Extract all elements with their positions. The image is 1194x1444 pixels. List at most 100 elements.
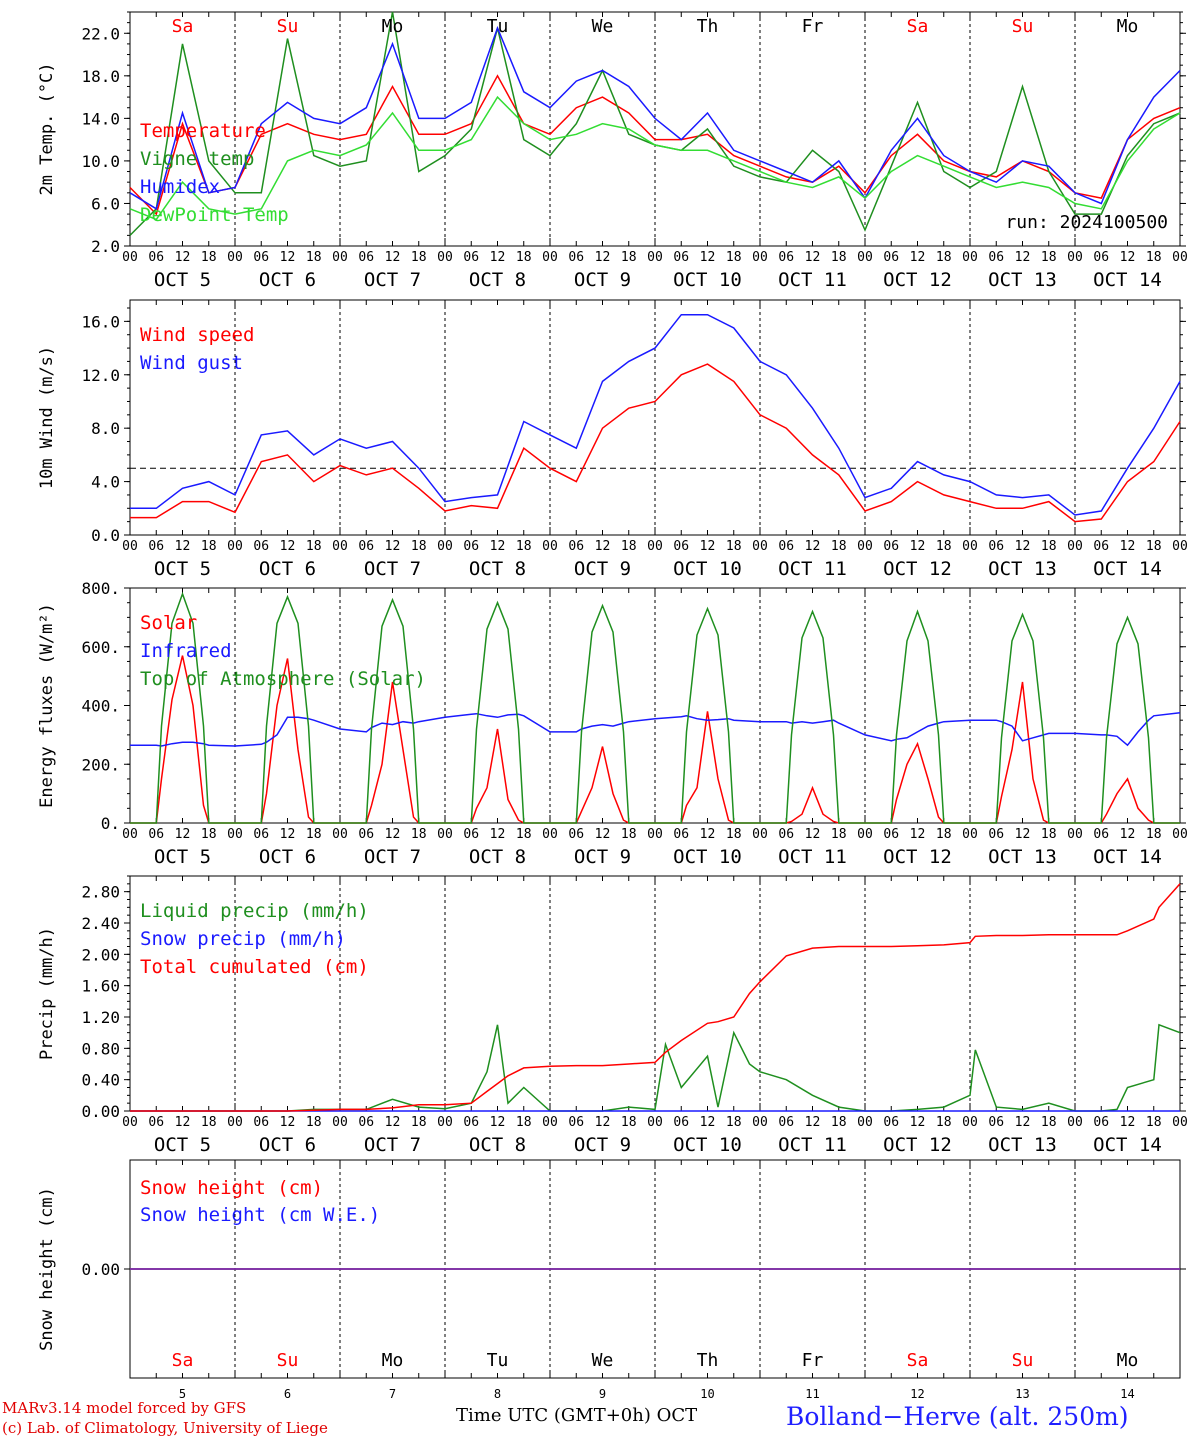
hour-tick-label: 18 [1146,539,1162,554]
hour-tick-label: 06 [568,827,584,842]
hour-tick-label: 12 [805,539,821,554]
day-number-label: 14 [1120,1387,1134,1401]
hour-tick-label: 06 [778,1115,794,1130]
date-label: OCT 12 [883,1134,952,1156]
legend-entry: Snow height (cm W.E.) [140,1204,380,1226]
hour-tick-label: 18 [516,827,532,842]
y-tick-label: 200. [81,755,120,774]
date-label: OCT 14 [1093,1134,1162,1156]
date-label: OCT 5 [154,558,211,580]
day-number-label: 9 [599,1387,606,1401]
hour-tick-label: 06 [883,1115,899,1130]
hour-tick-label: 18 [831,1115,847,1130]
hour-tick-label: 00 [752,250,768,265]
model-credit: MARv3.14 model forced by GFS [2,1399,247,1417]
hour-tick-label: 18 [1041,539,1057,554]
hour-tick-label: 12 [595,539,611,554]
hour-tick-label: 00 [437,539,453,554]
hour-tick-label: 00 [752,827,768,842]
hour-tick-label: 12 [700,539,716,554]
hour-tick-label: 18 [516,1115,532,1130]
hour-tick-label: 18 [306,1115,322,1130]
hour-tick-label: 00 [437,1115,453,1130]
hour-tick-label: 00 [227,250,243,265]
y-axis-title: Precip (mm/h) [37,927,57,1060]
date-label: OCT 14 [1093,846,1162,868]
hour-tick-label: 18 [201,539,217,554]
y-tick-label: 2.00 [81,945,120,964]
hour-tick-label: 18 [306,827,322,842]
hour-tick-label: 12 [700,1115,716,1130]
y-tick-label: 0.00 [81,1260,120,1279]
date-label: OCT 14 [1093,269,1162,291]
hour-tick-label: 00 [1172,250,1188,265]
y-axis-title: Snow height (cm) [37,1187,57,1351]
hour-tick-label: 00 [857,539,873,554]
weekday-label: Sa [907,16,929,37]
hour-tick-label: 00 [647,1115,663,1130]
y-tick-label: 14.0 [81,109,120,128]
y-tick-label: 1.60 [81,977,120,996]
x-axis-title: Time UTC (GMT+0h) OCT [456,1405,697,1426]
hour-tick-label: 00 [437,250,453,265]
hour-tick-label: 00 [962,827,978,842]
hour-tick-label: 18 [306,250,322,265]
hour-tick-label: 00 [122,827,138,842]
date-label: OCT 13 [988,558,1057,580]
hour-tick-label: 12 [280,250,296,265]
hour-tick-label: 06 [988,1115,1004,1130]
hour-tick-label: 18 [936,539,952,554]
hour-tick-label: 18 [411,539,427,554]
series-line [130,313,1181,516]
hour-tick-label: 18 [411,827,427,842]
hour-tick-label: 06 [358,827,374,842]
y-tick-label: 0.0 [91,526,120,545]
hour-tick-label: 06 [358,250,374,265]
legend-entry: Vigne temp [140,148,254,170]
date-label: OCT 10 [673,1134,742,1156]
hour-tick-label: 06 [463,827,479,842]
hour-tick-label: 06 [1093,1115,1109,1130]
hour-tick-label: 12 [1015,1115,1031,1130]
weekday-label: Sa [172,1350,194,1371]
legend-entry: Snow height (cm) [140,1177,323,1199]
hour-tick-label: 06 [988,250,1004,265]
hour-tick-label: 00 [1067,827,1083,842]
y-tick-label: 0. [101,814,120,833]
hour-tick-label: 12 [385,1115,401,1130]
hour-tick-label: 18 [1146,1115,1162,1130]
hour-tick-label: 06 [148,827,164,842]
y-tick-label: 1.20 [81,1008,120,1027]
hour-tick-label: 18 [936,250,952,265]
hour-tick-label: 06 [988,827,1004,842]
hour-tick-label: 12 [490,250,506,265]
y-tick-label: 400. [81,697,120,716]
hour-tick-label: 18 [411,250,427,265]
x-axis-label: Time UTC (GMT+0h) [456,1405,651,1426]
hour-tick-label: 12 [280,539,296,554]
hour-tick-label: 12 [175,250,191,265]
hour-tick-label: 12 [1015,827,1031,842]
hour-tick-label: 12 [910,827,926,842]
hour-tick-label: 00 [962,539,978,554]
hour-tick-label: 06 [1093,827,1109,842]
date-label: OCT 7 [364,558,421,580]
weekday-label: We [592,16,614,37]
hour-tick-label: 00 [122,1115,138,1130]
y-tick-label: 0.80 [81,1039,120,1058]
date-label: OCT 8 [469,1134,526,1156]
hour-tick-label: 12 [910,250,926,265]
series-line [130,883,1181,1112]
hour-tick-label: 12 [805,1115,821,1130]
hour-tick-label: 06 [148,250,164,265]
weekday-label: Su [277,1350,299,1371]
hour-tick-label: 06 [1093,539,1109,554]
weekday-label: Su [1012,16,1034,37]
series-line [129,25,1181,210]
legend-entry: Temperature [140,120,266,142]
hour-tick-label: 00 [542,1115,558,1130]
hour-tick-label: 18 [831,827,847,842]
hour-tick-label: 18 [936,1115,952,1130]
hour-tick-label: 18 [201,827,217,842]
weekday-label: Th [697,16,719,37]
